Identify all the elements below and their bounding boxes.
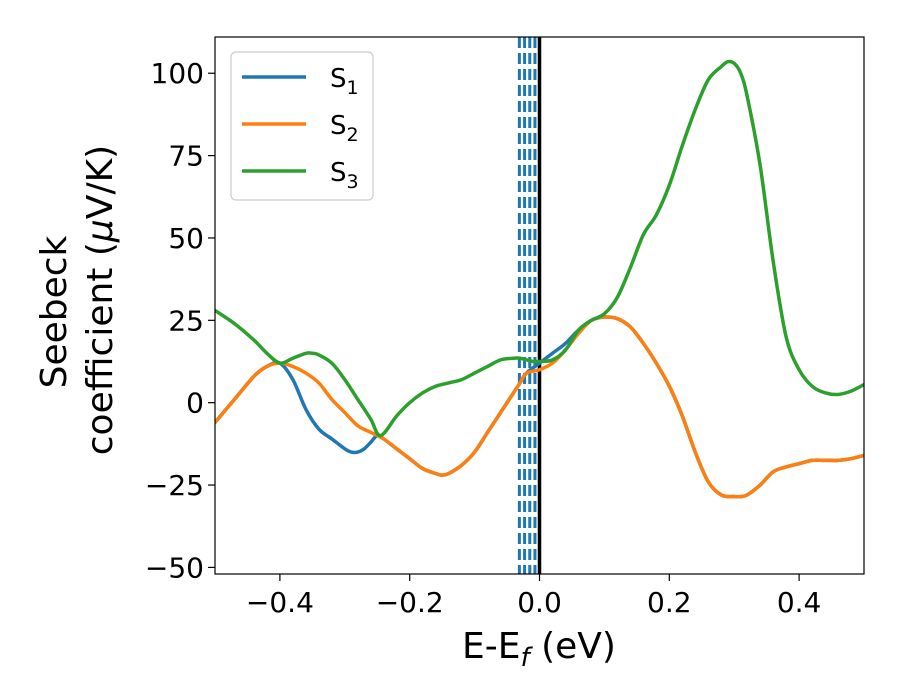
series-lines [215, 59, 864, 499]
legend-label-s3: S3 [330, 158, 359, 193]
y-tick-label: −50 [145, 551, 204, 584]
vertical-reference-lines [517, 37, 542, 574]
x-tick-label: −0.2 [376, 586, 444, 619]
y-tick-label: −25 [145, 469, 204, 502]
y-axis-label-line1: Seebeck [34, 235, 75, 388]
y-axis-ticks: −50 −25 0 25 50 75 100 [145, 57, 215, 584]
x-tick-label: 0.2 [647, 586, 692, 619]
series-line-s2 [215, 315, 864, 499]
legend: S1 S2 S3 [230, 51, 374, 201]
legend-box [230, 51, 374, 201]
y-tick-label: 75 [168, 140, 204, 173]
y-tick-label: 50 [168, 222, 204, 255]
y-tick-label: 25 [168, 304, 204, 337]
legend-label-s1: S1 [330, 64, 359, 99]
x-tick-label: −0.4 [246, 586, 314, 619]
y-axis-label-line2: coefficient (μV/K) [80, 145, 121, 455]
x-axis-ticks: −0.4 −0.2 0.0 0.2 0.4 [246, 574, 821, 619]
series-line-s3 [215, 59, 864, 438]
y-tick-label: 100 [151, 57, 204, 90]
y-tick-label: 0 [186, 387, 204, 420]
x-axis-label: E-Ef (eV) [462, 626, 616, 673]
x-tick-label: 0.0 [517, 586, 562, 619]
x-tick-label: 0.4 [777, 586, 822, 619]
legend-label-s2: S2 [330, 111, 359, 146]
